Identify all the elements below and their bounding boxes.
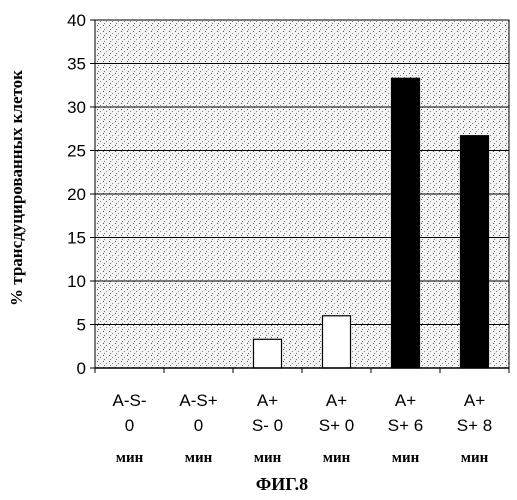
x-unit-label: мин bbox=[392, 450, 420, 466]
x-tick-label: 0 bbox=[125, 416, 134, 435]
bar bbox=[323, 316, 351, 368]
x-tick-label: S- 0 bbox=[252, 416, 283, 435]
x-axis-labels: A-S- 0 мин A-S+ 0 мин A+ S- 0 мин A+ S+ 0 мин A+ S+ 6… bbox=[95, 368, 509, 466]
y-axis-ticks: 0 5 10 15 20 25 30 35 40 bbox=[67, 11, 95, 378]
y-tick-label: 30 bbox=[67, 98, 86, 117]
figure-caption: ФИГ.8 bbox=[256, 474, 308, 494]
x-tick-label: A+ bbox=[395, 391, 416, 410]
x-tick-label: A-S- bbox=[113, 391, 147, 410]
x-unit-label: мин bbox=[461, 450, 489, 466]
x-tick-label: S+ 8 bbox=[457, 416, 492, 435]
y-tick-label: 5 bbox=[77, 316, 86, 335]
y-tick-label: 35 bbox=[67, 55, 86, 74]
bar bbox=[254, 339, 282, 368]
bar bbox=[392, 78, 420, 368]
y-axis-label: % трансдуцированных клеток bbox=[7, 70, 26, 306]
x-tick-label: S+ 6 bbox=[388, 416, 423, 435]
bar bbox=[461, 136, 489, 368]
x-unit-label: мин bbox=[116, 450, 144, 466]
y-tick-label: 0 bbox=[77, 359, 86, 378]
x-unit-label: мин bbox=[254, 450, 282, 466]
y-tick-label: 20 bbox=[67, 185, 86, 204]
x-tick-label: S+ 0 bbox=[319, 416, 354, 435]
y-tick-label: 15 bbox=[67, 229, 86, 248]
x-tick-label: A+ bbox=[464, 391, 485, 410]
y-tick-label: 10 bbox=[67, 272, 86, 291]
x-tick-label: A+ bbox=[257, 391, 278, 410]
x-tick-label: 0 bbox=[194, 416, 203, 435]
x-tick-label: A-S+ bbox=[179, 391, 217, 410]
y-tick-label: 40 bbox=[67, 11, 86, 30]
x-tick-label: A+ bbox=[326, 391, 347, 410]
y-tick-label: 25 bbox=[67, 142, 86, 161]
x-unit-label: мин bbox=[323, 450, 351, 466]
x-unit-label: мин bbox=[185, 450, 213, 466]
